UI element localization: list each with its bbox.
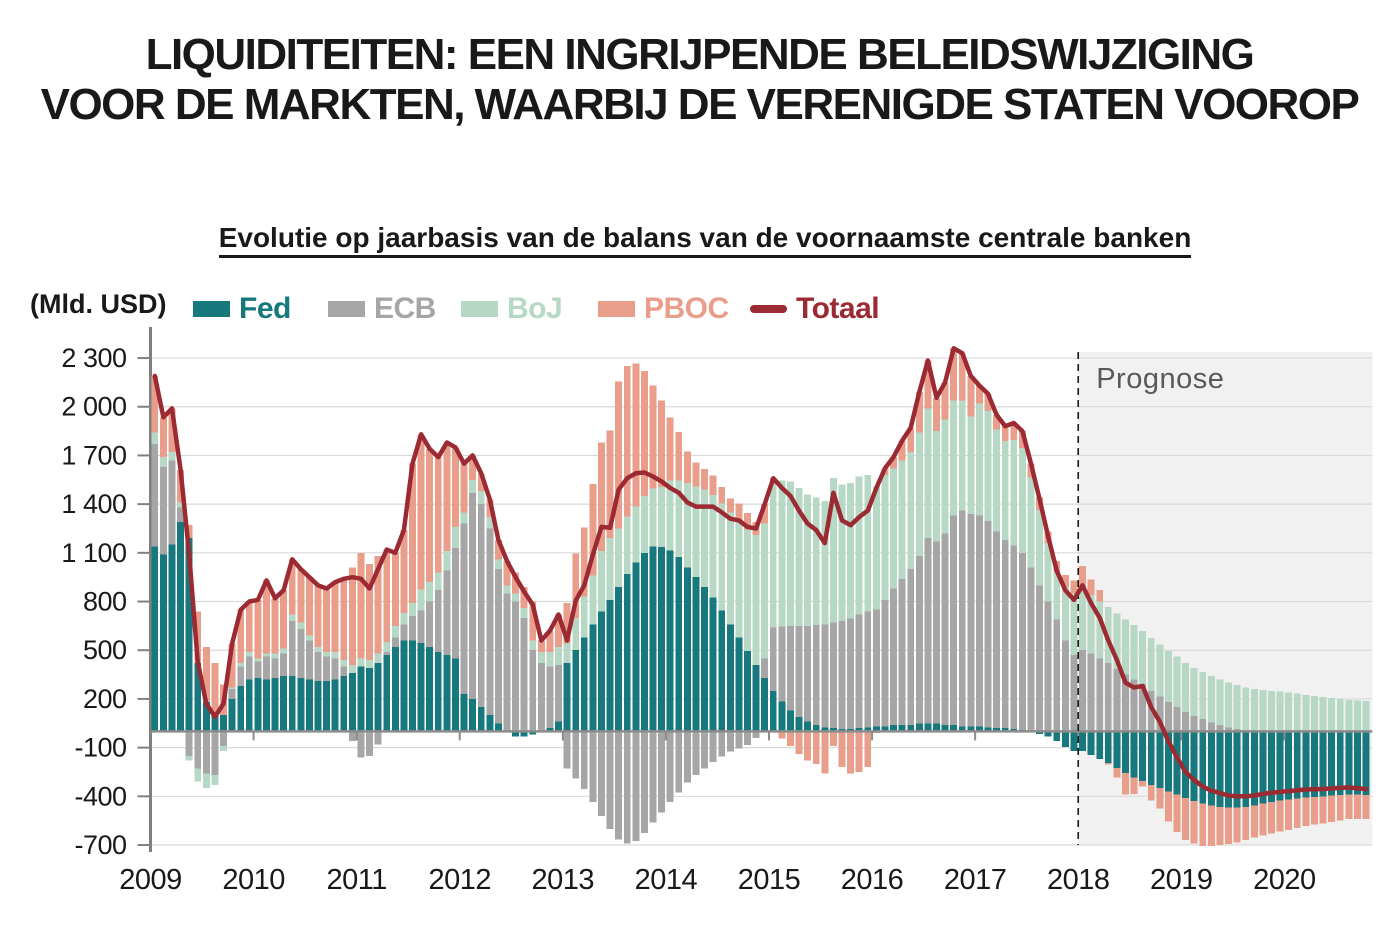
stacked-bars (151, 348, 1370, 846)
y-axis-tick-label: -700 (74, 830, 126, 860)
y-axis-tick-label: 500 (83, 635, 127, 665)
y-axis-tick-label: 1 400 (61, 489, 126, 519)
legend-item-totaal: Totaal (750, 292, 880, 326)
x-axis-year-label: 2018 (1047, 864, 1110, 896)
fed-swatch-icon (193, 301, 230, 317)
prognose-label: Prognose (1096, 363, 1224, 395)
legend: Fed ECB BoJ PBOC Totaal (0, 292, 1399, 326)
totaal-line (152, 346, 1369, 799)
y-axis-tick-label: 800 (83, 587, 127, 617)
y-axis-tick-label: 2 300 (61, 343, 126, 373)
y-axis-tick-label: 2 000 (61, 392, 126, 422)
legend-item-fed: Fed (193, 292, 291, 326)
boj-swatch-icon (461, 301, 498, 317)
y-axis-tick-label: -400 (74, 781, 126, 811)
x-axis-year-label: 2019 (1150, 864, 1213, 896)
x-axis-year-label: 2010 (222, 864, 285, 896)
y-axis-tick-label: 1 700 (61, 440, 126, 470)
x-axis-year-label: 2016 (841, 864, 904, 896)
x-axis-year-label: 2015 (738, 864, 801, 896)
pboc-swatch-icon (598, 301, 635, 317)
legend-label-totaal: Totaal (796, 292, 880, 325)
chart-title-line2: VOOR DE MARKTEN, WAARBIJ DE VERENIGDE ST… (40, 80, 1360, 129)
x-axis-year-label: 2014 (635, 864, 698, 896)
x-axis-year-label: 2013 (532, 864, 595, 896)
legend-label-pboc: PBOC (644, 292, 729, 325)
chart-title: LIQUIDITEITEN: EEN INGRIJPENDE BELEIDSWI… (0, 30, 1399, 130)
x-axis-year-label: 2011 (326, 864, 386, 896)
legend-label-boj: BoJ (507, 292, 563, 325)
chart-title-line1: LIQUIDITEITEN: EEN INGRIJPENDE BELEIDSWI… (145, 30, 1255, 79)
legend-item-pboc: PBOC (598, 292, 729, 326)
legend-item-ecb: ECB (328, 292, 436, 326)
ecb-swatch-icon (328, 301, 365, 317)
legend-label-fed: Fed (239, 292, 291, 325)
x-axis-year-label: 2020 (1253, 864, 1316, 896)
y-axis-tick-label: -100 (74, 733, 126, 763)
legend-label-ecb: ECB (374, 292, 436, 325)
legend-item-boj: BoJ (461, 292, 563, 326)
x-axis-year-label: 2017 (944, 864, 1007, 896)
chart-subtitle: Evolutie op jaarbasis van de balans van … (110, 222, 1300, 258)
x-axis-year-label: 2012 (428, 864, 491, 896)
y-axis-unit-label: (Mld. USD) (30, 289, 167, 319)
y-axis-tick-label: 1 100 (61, 538, 126, 568)
y-axis-tick-label: 200 (83, 684, 127, 714)
totaal-swatch-icon (750, 305, 787, 313)
x-axis-year-label: 2009 (119, 864, 182, 896)
